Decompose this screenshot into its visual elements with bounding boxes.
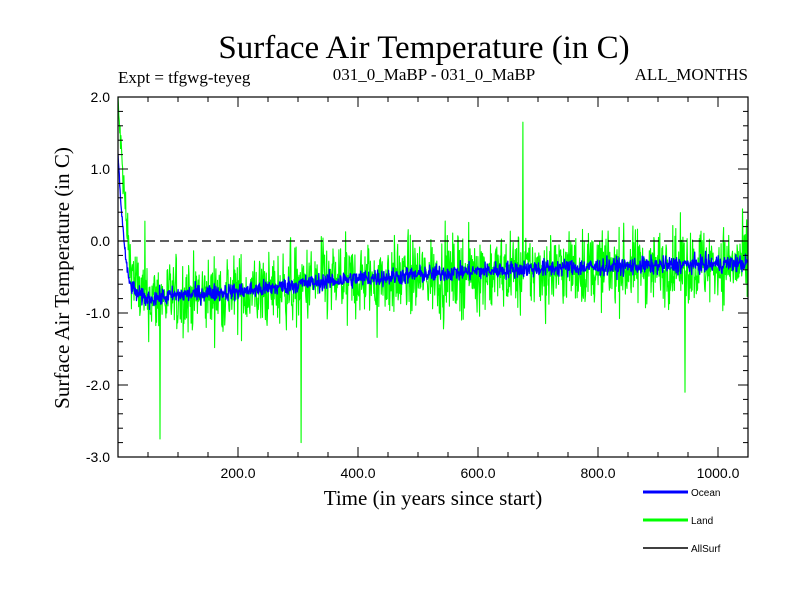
series-line-ocean (118, 153, 748, 311)
legend-label-ocean: Ocean (691, 488, 720, 499)
series-line-land (118, 97, 748, 444)
y-tick-label: -3.0 (86, 449, 110, 465)
chart-subtitle-center: 031_0_MaBP - 031_0_MaBP (333, 65, 535, 84)
y-tick-label: 2.0 (91, 89, 111, 105)
x-tick-label: 800.0 (580, 465, 615, 481)
chart-title: Surface Air Temperature (in C) (218, 30, 629, 66)
y-tick-label: -1.0 (86, 305, 110, 321)
x-tick-label: 200.0 (220, 465, 255, 481)
y-tick-label: 0.0 (91, 233, 111, 249)
x-tick-label: 400.0 (340, 465, 375, 481)
x-axis-label: Time (in years since start) (324, 486, 543, 510)
chart-subtitle-right: ALL_MONTHS (635, 65, 748, 84)
plot-frame (117, 96, 749, 458)
y-tick-label: 1.0 (91, 161, 111, 177)
y-tick-label: -2.0 (86, 377, 110, 393)
legend-label-allsurf: AllSurf (691, 544, 721, 555)
x-tick-label: 600.0 (460, 465, 495, 481)
legend-label-land: Land (691, 516, 713, 527)
x-tick-label: 1000.0 (697, 465, 740, 481)
chart-subtitle-left: Expt = tfgwg-teyeg (118, 68, 251, 87)
y-axis-label: Surface Air Temperature (in C) (50, 147, 74, 409)
